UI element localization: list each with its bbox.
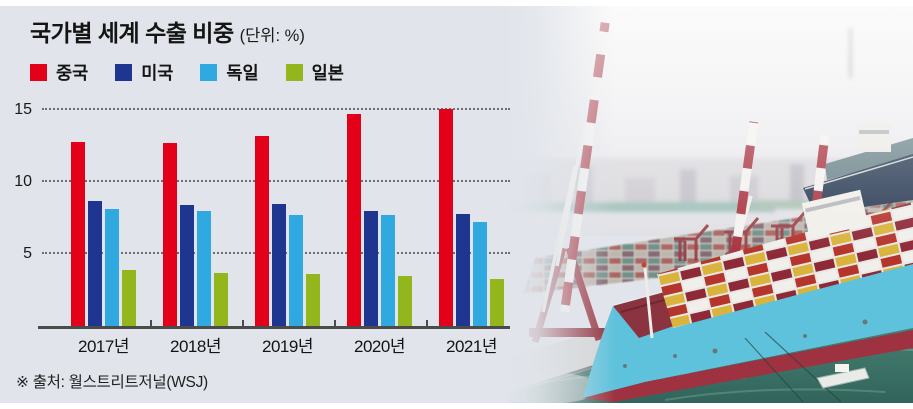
- bar-usa-2019: [272, 203, 286, 326]
- x-tick-2021: 2021년: [446, 337, 497, 356]
- x-tick-2018: 2018년: [170, 337, 221, 356]
- legend-swatch-japan: [285, 64, 303, 81]
- x-axis-tick: [149, 320, 152, 326]
- bar-japan-2019: [306, 274, 320, 326]
- legend-item-germany: 독일: [200, 60, 259, 85]
- gridline-10: [42, 180, 510, 183]
- legend-swatch-germany: [200, 64, 218, 81]
- bar-japan-2021: [490, 278, 504, 326]
- bar-germany-2018: [197, 210, 211, 326]
- chart-title-row: 국가별 세계 수출 비중 (단위: %): [30, 14, 305, 48]
- bar-group-2017: [71, 141, 136, 326]
- gridline-15: [42, 108, 510, 111]
- bar-usa-2021: [456, 213, 470, 326]
- legend-label-china: 중국: [56, 63, 89, 83]
- bar-germany-2020: [381, 215, 395, 326]
- bar-usa-2020: [364, 210, 378, 326]
- chart-legend: 중국 미국 독일 일본: [30, 60, 344, 85]
- x-tick-2020: 2020년: [354, 337, 405, 356]
- bar-germany-2017: [105, 209, 119, 326]
- bar-usa-2017: [88, 200, 102, 326]
- bar-china-2018: [163, 143, 177, 326]
- x-axis-tick: [425, 320, 428, 326]
- y-tick-15: 15: [14, 101, 32, 119]
- bar-group-2020: [347, 114, 412, 326]
- port-photo: [505, 6, 913, 403]
- bar-group-2018: [163, 143, 228, 326]
- bar-group-2021: [439, 108, 504, 326]
- bar-japan-2020: [398, 275, 412, 326]
- y-axis: 5 10 15: [4, 100, 32, 326]
- plot-area: [38, 100, 510, 329]
- bar-china-2021: [439, 108, 453, 326]
- legend-label-usa: 미국: [141, 63, 174, 83]
- x-axis: 2017년 2018년 2019년 2020년 2021년: [38, 332, 510, 356]
- x-axis-tick: [241, 320, 244, 326]
- legend-label-japan: 일본: [311, 63, 344, 83]
- bar-china-2019: [255, 136, 269, 326]
- bar-china-2017: [71, 141, 85, 326]
- bar-china-2020: [347, 114, 361, 326]
- legend-item-usa: 미국: [115, 60, 173, 85]
- bar-japan-2018: [214, 272, 228, 326]
- y-tick-10: 10: [14, 173, 32, 191]
- bar-japan-2017: [122, 269, 136, 326]
- x-axis-tick: [333, 320, 336, 326]
- x-tick-2017: 2017년: [78, 337, 129, 356]
- chart-unit-note: (단위: %): [239, 27, 305, 45]
- x-tick-2019: 2019년: [262, 337, 313, 356]
- legend-label-germany: 독일: [226, 63, 259, 83]
- legend-item-china: 중국: [30, 60, 88, 85]
- legend-item-japan: 일본: [285, 60, 344, 85]
- photo-left-fade: [505, 6, 615, 403]
- tug-boat: [816, 364, 870, 389]
- legend-swatch-usa: [115, 64, 133, 81]
- chart-title: 국가별 세계 수출 비중: [30, 20, 234, 46]
- source-note: ※ 출처: 월스트리트저널(WSJ): [16, 374, 208, 391]
- y-tick-5: 5: [23, 245, 32, 263]
- bar-usa-2018: [180, 205, 194, 326]
- bar-germany-2021: [473, 222, 487, 326]
- bar-germany-2019: [289, 215, 303, 326]
- bar-group-2019: [255, 136, 320, 326]
- legend-swatch-china: [30, 64, 47, 81]
